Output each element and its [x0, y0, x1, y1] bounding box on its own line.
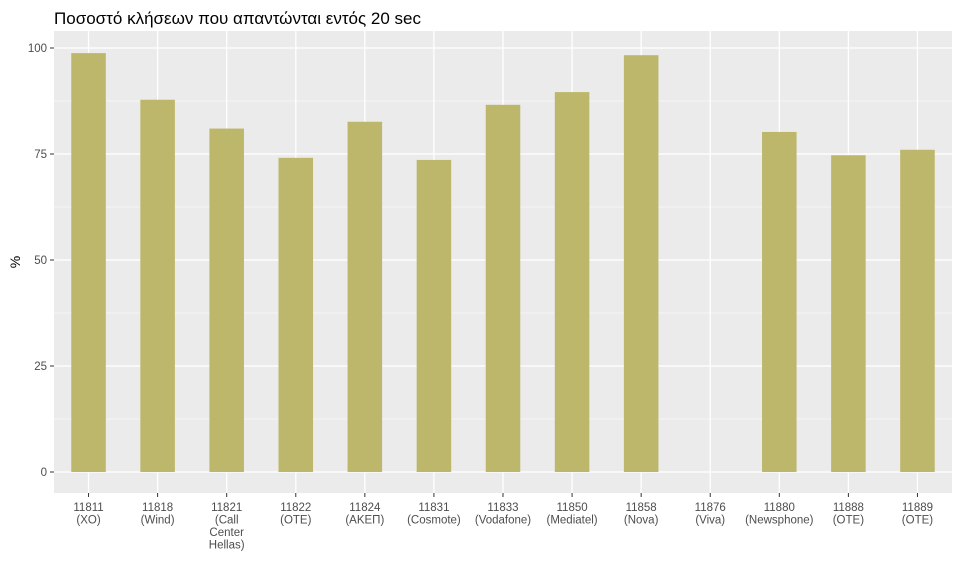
bar — [347, 121, 383, 472]
bar — [140, 99, 175, 472]
bar — [831, 155, 866, 472]
x-axis: 11811 (XO) 11818 (Wind) 11821 (Call Center Hell… — [73, 493, 933, 552]
bars — [71, 53, 935, 473]
y-tick-label: 100 — [28, 43, 47, 55]
x-tick-label: 11880 (Newsphone) — [745, 502, 814, 527]
x-tick-label: 11811 (XO) — [73, 502, 103, 527]
x-tick-label: 11831 (Cosmote) — [407, 502, 461, 527]
y-tick-label: 0 — [41, 467, 47, 479]
bar — [416, 159, 452, 472]
x-tick-label: 11818 (Wind) — [141, 502, 175, 527]
y-tick-label: 25 — [34, 361, 47, 373]
bar — [71, 53, 106, 472]
bar — [762, 131, 797, 472]
x-tick-label: 11833 (Vodafone) — [475, 502, 531, 527]
y-axis-label: % — [7, 256, 23, 268]
bar — [278, 157, 314, 473]
bar — [900, 149, 935, 472]
x-tick-label: 11889 (OTE) — [902, 502, 933, 527]
y-axis: 0 25 50 75 100 — [28, 43, 54, 479]
x-tick-label: 11858 (Nova) — [624, 502, 659, 527]
x-tick-label: 11876 (Viva) — [695, 502, 726, 527]
bar — [209, 128, 244, 472]
x-tick-label: 11888 (OTE) — [833, 502, 864, 527]
chart-title: Ποσοστό κλήσεων που απαντώνται εντός 20 … — [54, 9, 421, 28]
x-tick-label: 11850 (Mediatel) — [547, 502, 598, 527]
bar — [554, 92, 590, 472]
x-tick-label: 11824 (AKEΠ) — [345, 502, 384, 527]
x-tick-label: 11821 (Call Center Hellas) — [209, 502, 245, 552]
bar — [623, 55, 659, 472]
y-tick-label: 75 — [34, 149, 47, 161]
x-tick-label: 11822 (OTE) — [280, 502, 311, 527]
y-tick-label: 50 — [34, 255, 47, 267]
bar — [485, 104, 521, 472]
